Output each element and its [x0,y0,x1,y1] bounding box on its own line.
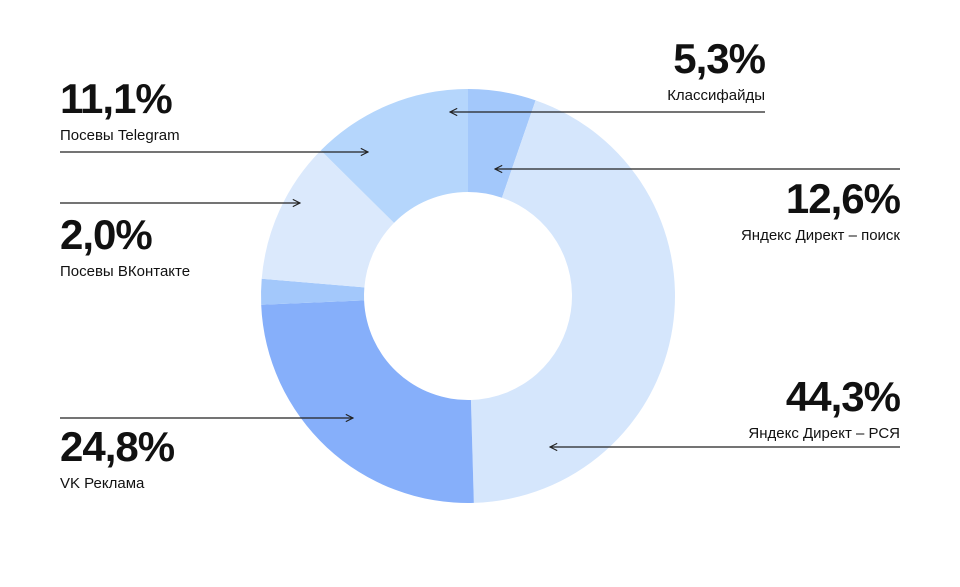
slice-label-yandex-rsya: Яндекс Директ – РСЯ [748,425,900,442]
slice-label-yandex-search: Яндекс Директ – поиск [740,227,900,244]
label-yandex-search: 12,6% Яндекс Директ – поиск [740,175,901,245]
slice-classifieds [468,89,536,198]
label-classifieds: 5,3% Классифайды [667,35,766,105]
slice-yandex-search [320,89,468,223]
label-vk-ads: 24,8% VK Реклама [60,423,175,493]
label-telegram: 11,1% Посевы Telegram [60,76,180,145]
slice-vkontakte [260,278,365,305]
slice-value-yandex-rsya: 44,3% [785,373,901,420]
label-yandex-rsya: 44,3% Яндекс Директ – РСЯ [748,373,901,443]
slice-telegram [261,150,395,288]
slice-value-telegram: 11,1% [60,75,173,122]
slice-label-vk-ads: VK Реклама [60,475,145,492]
slice-label-telegram: Посевы Telegram [60,127,180,144]
slice-value-classifieds: 5,3% [673,35,766,82]
slice-label-classifieds: Классифайды [667,87,765,104]
slice-yandex-rsya [470,100,676,503]
slice-value-yandex-search: 12,6% [785,175,901,222]
slice-value-vkontakte: 2,0% [60,211,153,258]
slice-vk-ads [261,300,474,503]
slice-label-vkontakte: Посевы ВКонтакте [60,263,191,280]
slice-value-vk-ads: 24,8% [60,423,175,470]
label-vkontakte: 2,0% Посевы ВКонтакте [60,212,190,281]
